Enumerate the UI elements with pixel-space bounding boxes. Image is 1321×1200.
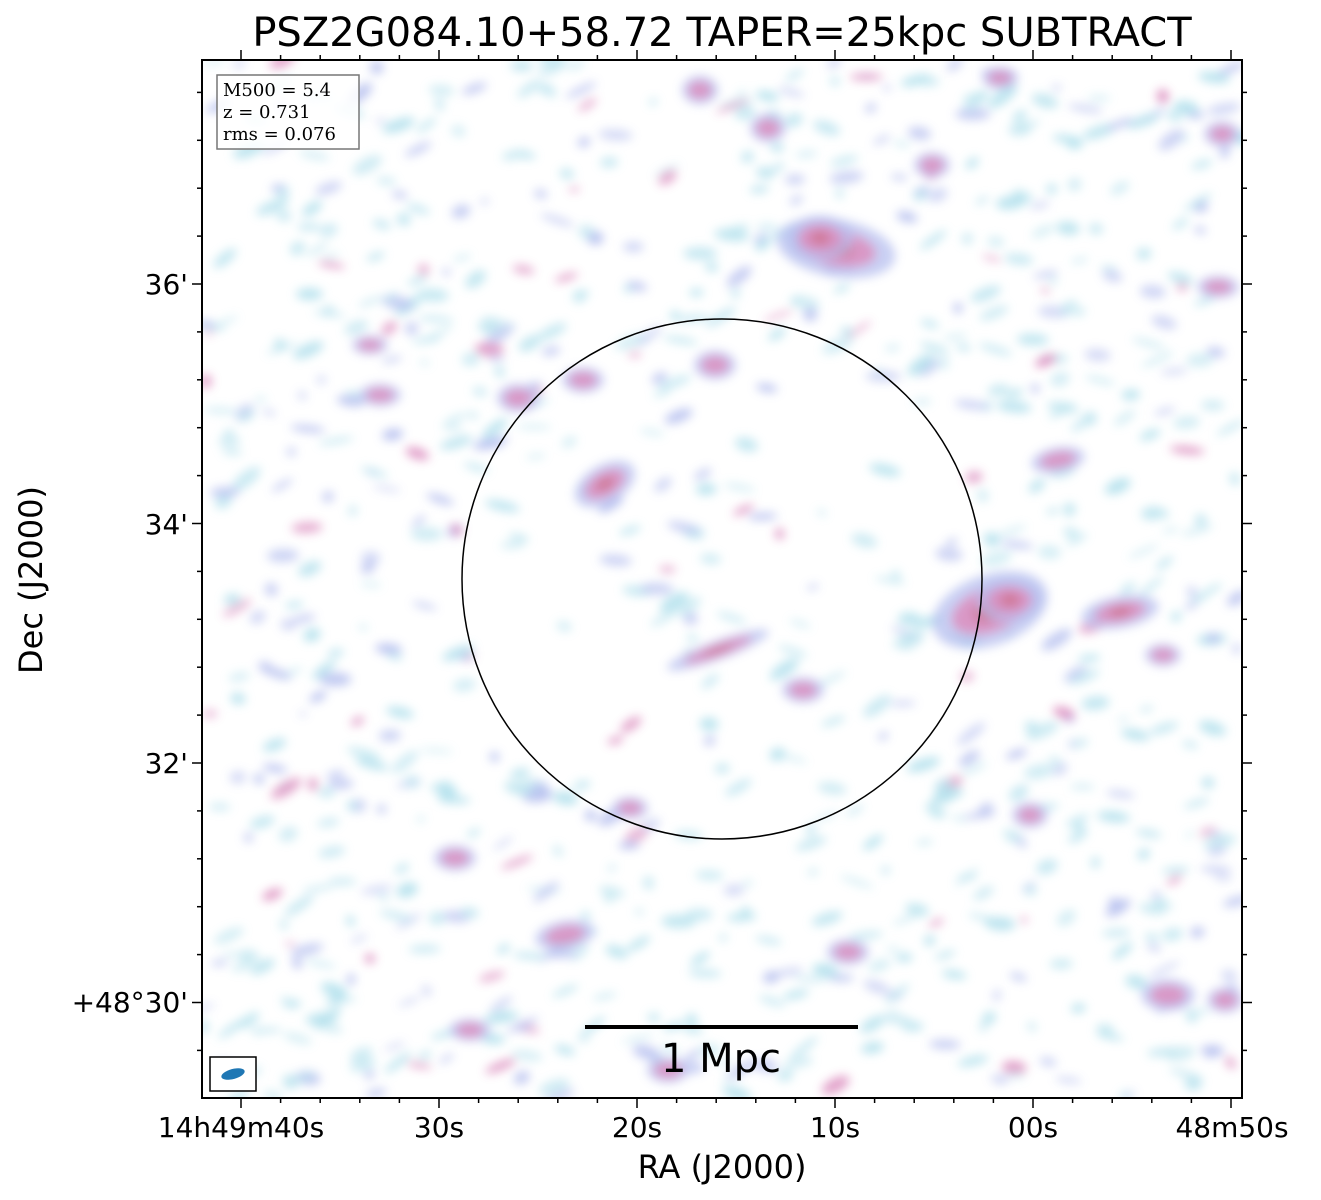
y-tick-label: +48°30' — [72, 986, 188, 1019]
axis-ticks — [192, 50, 1252, 1108]
image-background — [202, 60, 1242, 1098]
scale-bar: 1 Mpc — [585, 1025, 858, 1082]
x-tick-label: 14h49m40s — [158, 1111, 325, 1144]
x-tick-labels: 14h49m40s 30s 20s 10s 00s 48m50s — [158, 1111, 1289, 1144]
scale-bar-label: 1 Mpc — [661, 1036, 781, 1082]
y-tick-label: 34' — [145, 508, 188, 541]
y-tick-labels: 36' 34' 32' +48°30' — [72, 268, 188, 1019]
plot-frame — [201, 59, 1243, 1099]
info-m500: M500 = 5.4 — [223, 80, 331, 101]
plot-title: PSZ2G084.10+58.72 TAPER=25kpc SUBTRACT — [252, 10, 1192, 56]
y-tick-label: 36' — [145, 268, 188, 301]
info-redshift: z = 0.731 — [223, 102, 311, 123]
x-tick-label: 48m50s — [1175, 1111, 1288, 1144]
x-tick-label: 00s — [1008, 1111, 1058, 1144]
r500-circle — [461, 318, 983, 840]
info-rms: rms = 0.076 — [223, 124, 336, 145]
y-tick-label: 32' — [145, 747, 188, 780]
x-tick-label: 20s — [612, 1111, 662, 1144]
beam-indicator — [209, 1056, 257, 1092]
x-axis-label: RA (J2000) — [638, 1148, 807, 1186]
info-box: M500 = 5.4 z = 0.731 rms = 0.076 — [216, 74, 360, 150]
x-tick-label: 10s — [810, 1111, 860, 1144]
y-axis-label: Dec (J2000) — [12, 486, 50, 674]
x-tick-label: 30s — [414, 1111, 464, 1144]
